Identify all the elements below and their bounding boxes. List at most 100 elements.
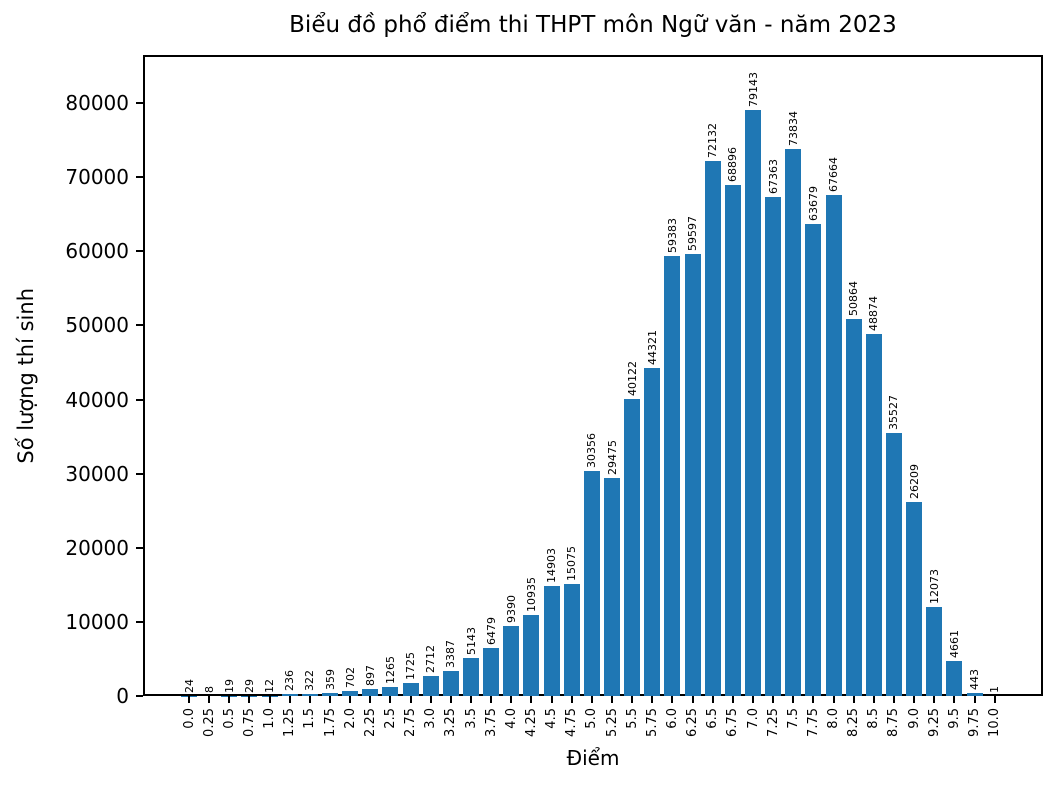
bars-row: 24 8 19 29 12 236 322 359 702 897 1265 1725 2712 3387… — [143, 55, 1043, 696]
bar-value-label: 79143 — [746, 71, 760, 107]
x-tick-label-slot: 4.0 — [501, 708, 521, 737]
x-tick-mark — [953, 696, 956, 703]
bar-value-label: 8 — [202, 685, 216, 693]
bar-value-label: 322 — [303, 669, 317, 691]
bar-slot: 322 — [300, 55, 320, 696]
x-tick-mark — [812, 696, 815, 703]
x-tick-label: 2.0 — [342, 708, 358, 729]
x-tick-label-slot: 9.75 — [964, 708, 984, 737]
x-tick-mark — [570, 696, 573, 703]
y-tick-mark — [136, 546, 143, 549]
bar — [885, 432, 902, 696]
bar — [906, 501, 923, 696]
x-tick-mark — [892, 696, 895, 703]
bar-value-label: 29475 — [605, 439, 619, 475]
x-tick-label-slot: 3.0 — [421, 708, 441, 737]
x-tick-mark — [611, 696, 614, 703]
bar-value-label: 72132 — [706, 123, 720, 159]
x-tick-label-slot: 2.5 — [380, 708, 400, 737]
bar-slot: 29 — [239, 55, 259, 696]
x-tick-marks — [143, 696, 1043, 703]
y-tick-mark — [136, 472, 143, 475]
x-tick-label: 9.5 — [946, 708, 962, 729]
x-tick-label-slot: 9.25 — [924, 708, 944, 737]
x-tick-mark — [248, 696, 251, 703]
x-tick-label: 4.25 — [523, 708, 539, 737]
x-tick-slot — [743, 696, 763, 703]
x-tick-label: 1.75 — [322, 708, 338, 737]
bar-slot: 2712 — [421, 55, 441, 696]
x-tick-slot — [300, 696, 320, 703]
bar-value-label: 50864 — [847, 281, 861, 317]
x-tick-label-slot: 0.75 — [239, 708, 259, 737]
x-tick-mark — [731, 696, 734, 703]
x-tick-label: 7.75 — [805, 708, 821, 737]
x-tick-label: 9.25 — [926, 708, 942, 737]
bar-slot: 50864 — [844, 55, 864, 696]
x-tick-label: 4.75 — [564, 708, 580, 737]
x-tick-label-slot: 0.5 — [219, 708, 239, 737]
bar-slot: 236 — [280, 55, 300, 696]
bar-slot: 63679 — [803, 55, 823, 696]
bar — [664, 255, 681, 696]
x-tick-label: 8.0 — [826, 708, 842, 729]
x-tick-slot — [380, 696, 400, 703]
x-tick-label-slot: 7.75 — [803, 708, 823, 737]
bar-value-label: 12073 — [927, 568, 941, 604]
bar-slot: 3387 — [441, 55, 461, 696]
x-tick-label: 0.0 — [181, 708, 197, 729]
x-tick-label-slot: 6.5 — [703, 708, 723, 737]
x-tick-slot — [985, 696, 1005, 703]
bar-slot: 1 — [985, 55, 1005, 696]
x-tick-mark — [369, 696, 372, 703]
x-tick-slot — [803, 696, 823, 703]
bar-slot: 12073 — [924, 55, 944, 696]
x-tick-label: 0.75 — [241, 708, 257, 737]
x-tick-mark — [752, 696, 754, 703]
bar-slot: 67664 — [824, 55, 844, 696]
bar — [604, 477, 621, 696]
bar — [463, 657, 480, 696]
x-tick-label: 5.0 — [584, 708, 600, 729]
y-tick-label: 20000 — [65, 535, 129, 560]
x-tick-mark — [409, 696, 412, 703]
bar — [583, 471, 600, 696]
x-tick-label-slot: 4.25 — [521, 708, 541, 737]
x-tick-slot — [401, 696, 421, 703]
bar-value-label: 40122 — [625, 360, 639, 396]
x-tick-mark — [268, 696, 271, 703]
y-tick-label: 70000 — [65, 165, 129, 190]
bar — [785, 148, 802, 696]
bar-slot: 26209 — [904, 55, 924, 696]
bar-slot: 72132 — [703, 55, 723, 696]
bar — [322, 693, 339, 696]
x-tick-label: 0.5 — [221, 708, 237, 729]
bar-slot: 29475 — [602, 55, 622, 696]
bar-value-label: 3387 — [444, 639, 458, 668]
x-tick-slot — [340, 696, 360, 703]
bar-value-label: 67363 — [766, 158, 780, 194]
x-tick-label-slot: 8.25 — [844, 708, 864, 737]
bar-value-label: 68896 — [726, 147, 740, 183]
x-tick-mark — [973, 696, 976, 703]
x-tick-mark — [872, 696, 875, 703]
bar-slot: 6479 — [481, 55, 501, 696]
x-tick-label-slot: 5.5 — [622, 708, 642, 737]
x-tick-slot — [622, 696, 642, 703]
x-tick-mark — [288, 696, 291, 703]
bar-value-label: 443 — [968, 668, 982, 690]
bar-value-label: 48874 — [867, 295, 881, 331]
x-tick-mark — [349, 696, 352, 703]
y-axis-label: Số lượng thí sinh — [14, 55, 38, 696]
bar-slot: 9390 — [501, 55, 521, 696]
bar — [523, 614, 540, 696]
x-tick-label: 6.0 — [664, 708, 680, 729]
x-tick-label: 1.5 — [302, 708, 318, 729]
x-tick-label-slot: 5.75 — [642, 708, 662, 737]
bar-slot: 67363 — [763, 55, 783, 696]
x-tick-mark — [389, 696, 392, 703]
x-tick-slot — [683, 696, 703, 703]
x-tick-label: 7.25 — [765, 708, 781, 737]
bar-value-label: 30356 — [585, 433, 599, 469]
